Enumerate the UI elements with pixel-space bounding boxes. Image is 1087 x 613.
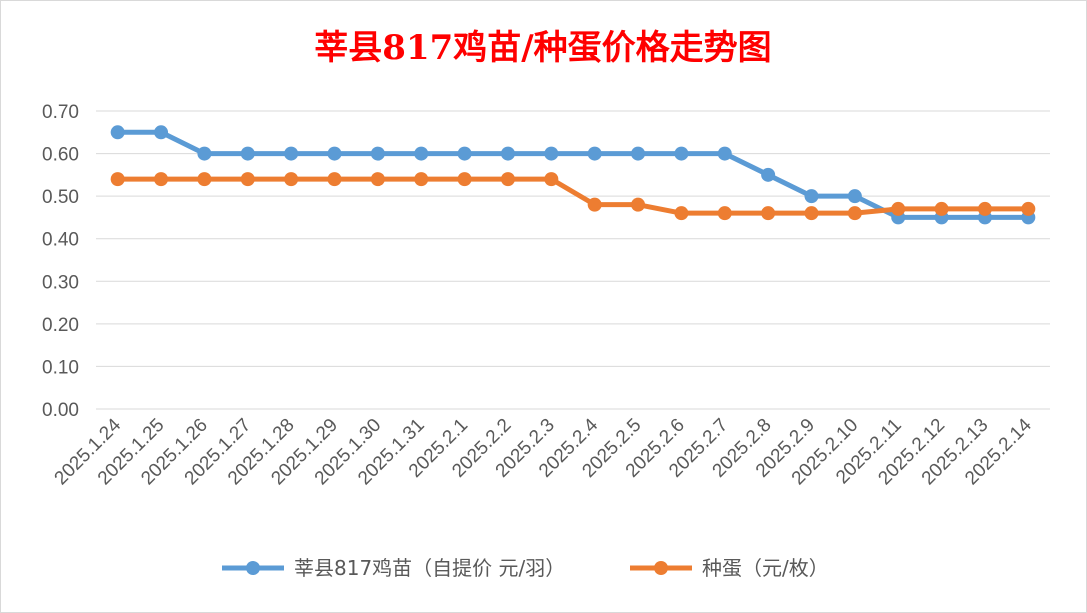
- data-point: [197, 146, 212, 161]
- legend-swatch-marker: [654, 561, 668, 575]
- data-point: [370, 146, 385, 161]
- data-point: [457, 146, 472, 161]
- data-point: [110, 125, 125, 140]
- series-group: [110, 125, 1036, 225]
- data-point: [240, 146, 255, 161]
- data-point: [1021, 201, 1036, 216]
- data-point: [631, 146, 646, 161]
- data-point: [414, 146, 429, 161]
- data-point: [587, 197, 602, 212]
- data-point: [761, 206, 776, 221]
- y-tick-label: 0.00: [42, 400, 79, 421]
- data-point: [500, 172, 515, 187]
- data-point: [804, 189, 819, 204]
- data-point: [500, 146, 515, 161]
- data-point: [977, 201, 992, 216]
- legend-swatch-marker: [246, 561, 260, 575]
- y-tick-label: 0.10: [42, 357, 79, 378]
- data-point: [327, 146, 342, 161]
- series-line: [115, 129, 1031, 220]
- legend-label: 种蛋（元/枚）: [702, 556, 829, 580]
- data-point: [847, 206, 862, 221]
- data-point: [544, 172, 559, 187]
- data-point: [370, 172, 385, 187]
- data-point: [154, 125, 169, 140]
- grid-lines: [96, 110, 1050, 410]
- data-point: [891, 201, 906, 216]
- y-tick-label: 0.40: [42, 230, 79, 251]
- data-point: [414, 172, 429, 187]
- y-tick-label: 0.50: [42, 187, 79, 208]
- data-point: [934, 201, 949, 216]
- y-tick-label: 0.60: [42, 145, 79, 166]
- data-point: [804, 206, 819, 221]
- y-tick-label: 0.70: [42, 102, 79, 123]
- y-tick-label: 0.30: [42, 272, 79, 293]
- data-point: [544, 146, 559, 161]
- data-point: [154, 172, 169, 187]
- data-point: [284, 146, 299, 161]
- series-line: [115, 176, 1031, 216]
- chart-title: 莘县817鸡苗/种蛋价格走势图: [314, 28, 771, 68]
- legend-label: 莘县817鸡苗（自提价 元/羽）: [294, 556, 565, 580]
- legend: 莘县817鸡苗（自提价 元/羽） 种蛋（元/枚）: [222, 556, 829, 580]
- legend-item-1: 莘县817鸡苗（自提价 元/羽）: [222, 556, 565, 580]
- data-point: [717, 206, 732, 221]
- data-point: [457, 172, 472, 187]
- series-2: [110, 172, 1036, 221]
- data-point: [284, 172, 299, 187]
- data-point: [240, 172, 255, 187]
- data-point: [587, 146, 602, 161]
- y-axis: 0.00 0.10 0.20 0.30 0.40 0.50 0.60 0.70: [42, 102, 79, 421]
- data-point: [327, 172, 342, 187]
- data-point: [631, 197, 646, 212]
- data-point: [717, 146, 732, 161]
- data-point: [674, 206, 689, 221]
- data-point: [761, 167, 776, 182]
- legend-item-2: 种蛋（元/枚）: [630, 556, 829, 580]
- data-point: [847, 189, 862, 204]
- data-point: [110, 172, 125, 187]
- y-tick-label: 0.20: [42, 315, 79, 336]
- data-point: [674, 146, 689, 161]
- data-point: [197, 172, 212, 187]
- series-1: [110, 125, 1036, 225]
- x-axis: 2025.1.242025.1.252025.1.262025.1.272025…: [51, 414, 1037, 489]
